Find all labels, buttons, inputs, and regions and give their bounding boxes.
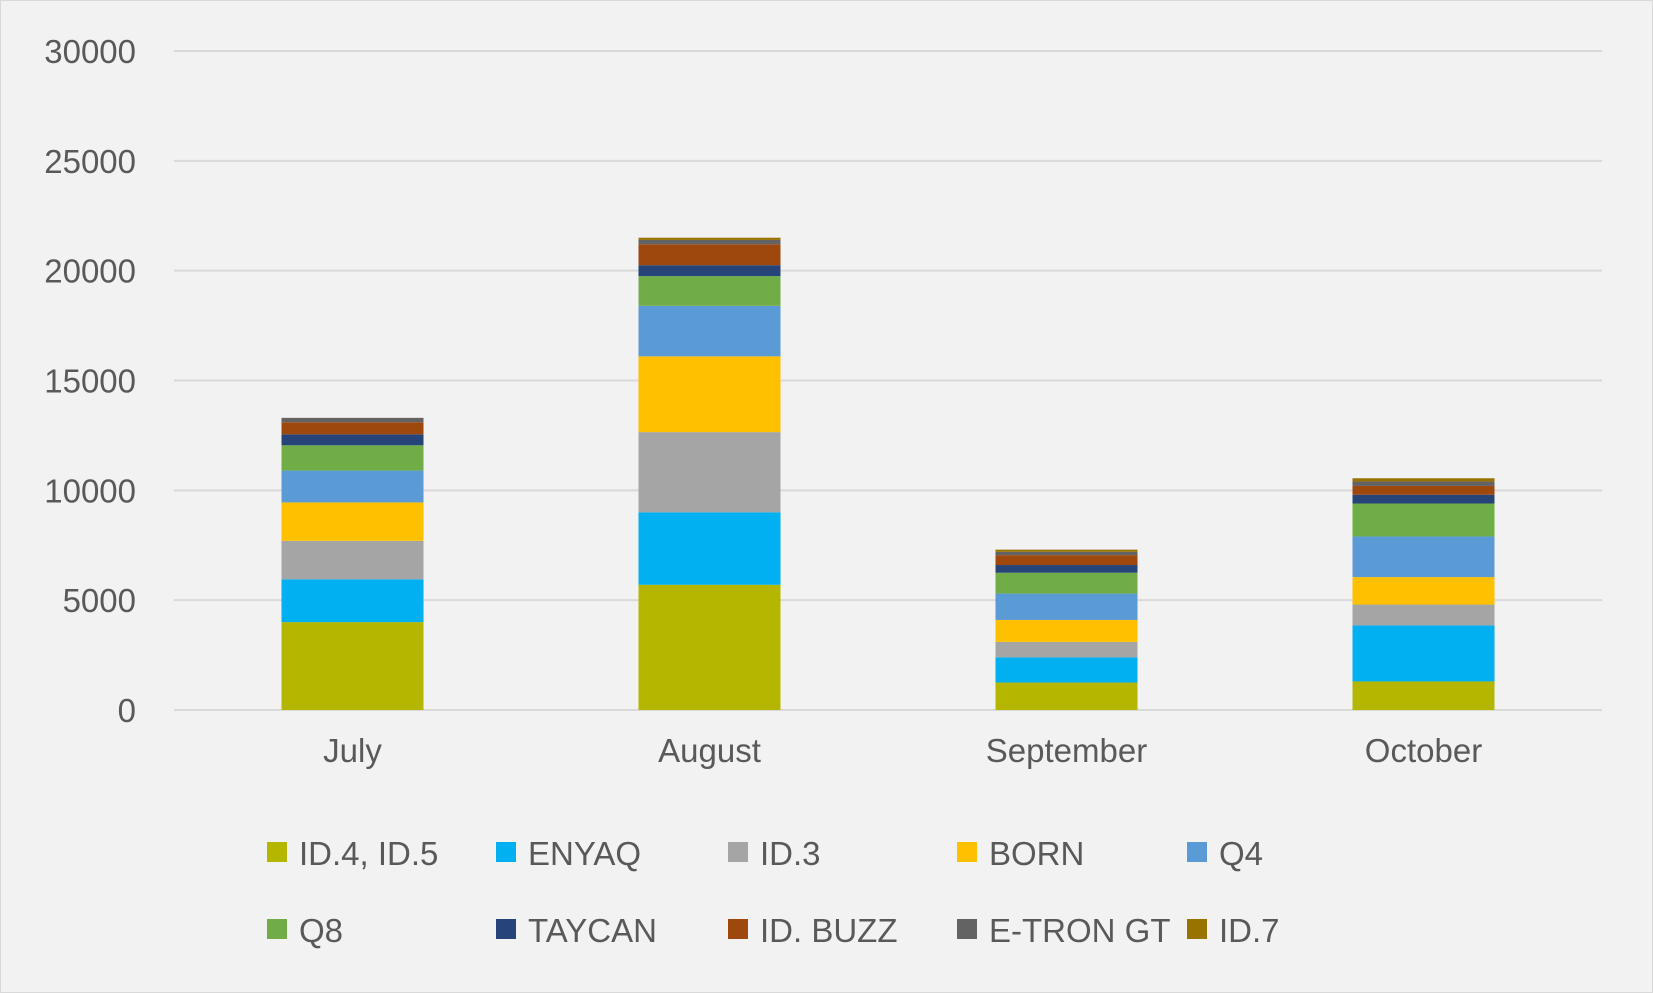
legend-label: ID.3 (760, 835, 821, 872)
y-tick-label: 25000 (44, 143, 136, 180)
bar-stack-october (1352, 478, 1495, 710)
legend-swatch (1187, 842, 1207, 862)
bar-segment-q8 (995, 572, 1138, 594)
y-tick-label: 10000 (44, 472, 136, 509)
bar-segment-enyaq (1352, 625, 1495, 682)
legend-item: ID.3 (728, 835, 821, 872)
legend-item: E-TRON GT (957, 912, 1170, 949)
legend-swatch (496, 842, 516, 862)
legend-label: ID.7 (1219, 912, 1280, 949)
bar-segment-id-4-id-5 (995, 682, 1138, 710)
y-tick-label: 30000 (44, 33, 136, 70)
bar-segment-id-4-id-5 (281, 622, 424, 710)
bar-segment-born (281, 502, 424, 541)
bar-segment-q8 (1352, 503, 1495, 537)
bar-stack-september (995, 549, 1138, 710)
y-tick-label: 5000 (63, 582, 136, 619)
bar-segment-id-3 (995, 641, 1138, 658)
bar-stack-august (638, 237, 781, 710)
bar-segment-q4 (1352, 536, 1495, 578)
bar-segment-e-tron-gt (281, 417, 424, 423)
bar-segment-q4 (995, 593, 1138, 620)
legend-swatch (267, 842, 287, 862)
bar-stacks (281, 237, 1495, 710)
legend-label: ID.4, ID.5 (299, 835, 438, 872)
bar-segment-born (638, 356, 781, 433)
bar-segment-e-tron-gt (995, 551, 1138, 556)
legend-swatch (267, 919, 287, 939)
bar-segment-id-3 (1352, 604, 1495, 626)
legend-item: BORN (957, 835, 1084, 872)
legend-swatch (957, 919, 977, 939)
bar-segment-e-tron-gt (1352, 481, 1495, 486)
bar-segment-q8 (281, 445, 424, 471)
y-tick-label: 0 (118, 692, 136, 729)
legend-item: ID.7 (1187, 912, 1280, 949)
bar-segment-id-buzz (281, 422, 424, 435)
bar-segment-q8 (638, 276, 781, 306)
bar-segment-id-4-id-5 (638, 584, 781, 710)
y-axis-tick-labels: 0 5000 10000 15000 20000 25000 30000 (44, 33, 136, 729)
legend-label: Q8 (299, 912, 343, 949)
bar-segment-enyaq (638, 512, 781, 585)
bar-segment-taycan (1352, 494, 1495, 504)
legend: ID.4, ID.5 ENYAQ ID.3 BORN Q4 Q8 TAYCAN ID. BUZ… (267, 835, 1280, 949)
legend-item: Q4 (1187, 835, 1263, 872)
bar-segment-id-buzz (1352, 485, 1495, 495)
legend-item: ENYAQ (496, 835, 641, 872)
legend-label: TAYCAN (528, 912, 657, 949)
bar-segment-id-4-id-5 (1352, 681, 1495, 710)
bar-segment-taycan (281, 434, 424, 446)
bar-segment-e-tron-gt (638, 239, 781, 245)
x-category-label: September (986, 732, 1147, 769)
x-axis-category-labels: July August September October (323, 732, 1482, 769)
bar-segment-taycan (638, 265, 781, 277)
legend-item: ID. BUZZ (728, 912, 898, 949)
y-tick-label: 20000 (44, 253, 136, 290)
bar-segment-enyaq (995, 657, 1138, 683)
bar-segment-id-7 (995, 549, 1138, 552)
legend-swatch (1187, 919, 1207, 939)
legend-swatch (957, 842, 977, 862)
legend-item: ID.4, ID.5 (267, 835, 438, 872)
legend-label: ID. BUZZ (760, 912, 898, 949)
x-category-label: August (658, 732, 761, 769)
bar-segment-enyaq (281, 579, 424, 623)
legend-item: TAYCAN (496, 912, 657, 949)
legend-label: ENYAQ (528, 835, 641, 872)
bar-segment-taycan (995, 565, 1138, 573)
legend-label: BORN (989, 835, 1084, 872)
bar-segment-id-3 (281, 540, 424, 580)
bar-segment-born (1352, 577, 1495, 605)
legend-label: E-TRON GT (989, 912, 1170, 949)
bar-segment-born (995, 619, 1138, 642)
legend-swatch (728, 919, 748, 939)
legend-item: Q8 (267, 912, 343, 949)
legend-swatch (496, 919, 516, 939)
bar-segment-id-buzz (638, 244, 781, 266)
bar-segment-q4 (281, 470, 424, 503)
x-category-label: October (1365, 732, 1482, 769)
bar-segment-id-3 (638, 432, 781, 513)
y-tick-label: 15000 (44, 363, 136, 400)
bar-segment-id-buzz (995, 555, 1138, 566)
bar-segment-id-7 (1352, 478, 1495, 482)
legend-label: Q4 (1219, 835, 1263, 872)
bar-segment-q4 (638, 305, 781, 357)
legend-swatch (728, 842, 748, 862)
bar-stack-july (281, 417, 424, 710)
x-category-label: July (323, 732, 382, 769)
bar-segment-id-7 (638, 237, 781, 240)
